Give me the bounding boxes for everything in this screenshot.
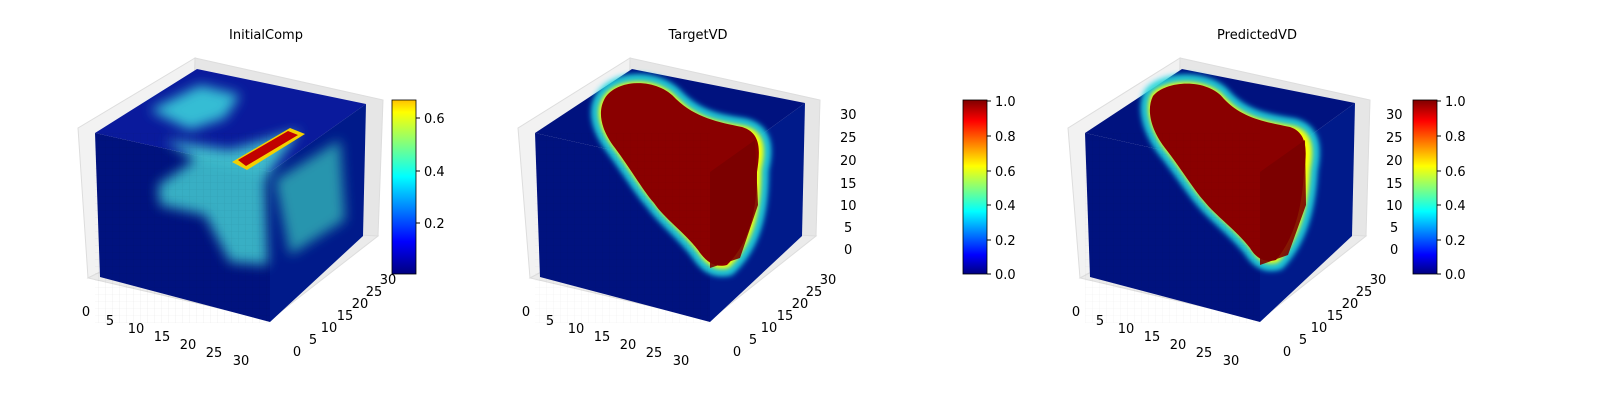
x-tick: 15 bbox=[154, 330, 171, 345]
x-tick: 10 bbox=[128, 322, 145, 337]
voxel-grid-front bbox=[535, 133, 710, 323]
z-tick: 20 bbox=[840, 154, 857, 169]
z-tick: 5 bbox=[844, 221, 852, 236]
x-tick-labels: 0 5 10 15 20 25 30 bbox=[82, 305, 249, 369]
z-tick: 15 bbox=[840, 177, 857, 192]
y-tick: 5 bbox=[1299, 333, 1307, 348]
z-tick: 25 bbox=[1386, 131, 1403, 146]
x-tick: 20 bbox=[180, 338, 197, 353]
y-tick: 15 bbox=[777, 309, 794, 324]
y-tick: 0 bbox=[293, 345, 301, 360]
colorbar-tick: 0.6 bbox=[995, 165, 1016, 180]
colorbar-tick: 0.2 bbox=[1445, 234, 1466, 249]
x-tick: 5 bbox=[546, 314, 554, 329]
y-tick: 15 bbox=[1327, 309, 1344, 324]
colorbar-tick: 0.2 bbox=[995, 234, 1016, 249]
y-tick: 10 bbox=[321, 321, 338, 336]
panel-title: PredictedVD bbox=[1217, 28, 1297, 43]
z-tick: 10 bbox=[840, 199, 857, 214]
z-tick: 5 bbox=[1390, 221, 1398, 236]
colorbar-tick: 0.6 bbox=[1445, 165, 1466, 180]
x-tick: 0 bbox=[1072, 305, 1080, 320]
x-tick: 30 bbox=[673, 354, 690, 369]
y-tick: 25 bbox=[806, 285, 823, 300]
colorbar-tick: 0.8 bbox=[995, 130, 1016, 145]
colorbar-gradient bbox=[391, 99, 417, 275]
x-tick: 5 bbox=[1096, 314, 1104, 329]
z-tick: 15 bbox=[1386, 177, 1403, 192]
y-tick: 30 bbox=[1370, 273, 1387, 288]
panel-title: InitialComp bbox=[229, 28, 303, 43]
y-tick-labels: 0 5 10 15 20 25 30 bbox=[1283, 273, 1386, 360]
x-tick: 25 bbox=[646, 346, 663, 361]
x-tick: 30 bbox=[1223, 354, 1240, 369]
y-tick: 25 bbox=[1356, 285, 1373, 300]
colorbar-tick: 1.0 bbox=[995, 95, 1016, 110]
voxel-cube bbox=[1085, 69, 1355, 323]
y-tick: 20 bbox=[1342, 297, 1359, 312]
y-tick: 30 bbox=[820, 273, 837, 288]
y-tick-labels: 0 5 10 15 20 25 30 bbox=[733, 273, 836, 360]
y-tick: 20 bbox=[352, 297, 369, 312]
y-tick: 20 bbox=[792, 297, 809, 312]
colorbar-predictedvd: 1.0 0.8 0.6 0.4 0.2 0.0 bbox=[1412, 95, 1466, 283]
y-tick: 10 bbox=[1311, 321, 1328, 336]
panel-title: TargetVD bbox=[667, 28, 727, 43]
colorbar-tick: 0.4 bbox=[995, 199, 1016, 214]
z-tick-labels: 30 25 20 15 10 5 0 bbox=[1386, 108, 1403, 258]
panel-predictedvd: PredictedVD 0 5 10 15 20 25 30 bbox=[1067, 28, 1466, 369]
x-tick: 25 bbox=[1196, 346, 1213, 361]
colorbar-tick: 0.6 bbox=[424, 112, 445, 127]
x-tick: 10 bbox=[1118, 322, 1135, 337]
y-tick: 0 bbox=[1283, 345, 1291, 360]
panel-initialcomp: InitialComp bbox=[77, 28, 445, 369]
z-tick: 0 bbox=[1390, 243, 1398, 258]
x-tick: 15 bbox=[1144, 330, 1161, 345]
y-tick: 5 bbox=[309, 333, 317, 348]
z-tick: 30 bbox=[1386, 108, 1403, 123]
x-tick: 10 bbox=[568, 322, 585, 337]
colorbar-tick: 0.2 bbox=[424, 217, 445, 232]
hot-bar bbox=[232, 128, 305, 170]
y-tick: 30 bbox=[380, 273, 397, 288]
y-tick: 25 bbox=[366, 285, 383, 300]
colorbar-targetvd: 1.0 0.8 0.6 0.4 0.2 0.0 bbox=[962, 95, 1016, 283]
x-tick: 20 bbox=[620, 338, 637, 353]
voxel-grid-front bbox=[1085, 133, 1260, 323]
colorbar-tick: 1.0 bbox=[1445, 95, 1466, 110]
z-tick: 10 bbox=[1386, 199, 1403, 214]
y-tick: 5 bbox=[749, 333, 757, 348]
colorbar-tick: 0.4 bbox=[424, 165, 445, 180]
z-tick-labels: 30 25 20 15 10 5 0 bbox=[840, 108, 857, 258]
z-tick: 0 bbox=[844, 243, 852, 258]
colorbar-tick: 0.4 bbox=[1445, 199, 1466, 214]
colorbar-tick: 0.0 bbox=[1445, 268, 1466, 283]
x-tick: 15 bbox=[594, 330, 611, 345]
x-tick: 0 bbox=[522, 305, 530, 320]
x-tick-labels: 0 5 10 15 20 25 30 bbox=[522, 305, 689, 369]
x-tick-labels: 0 5 10 15 20 25 30 bbox=[1072, 305, 1239, 369]
y-tick: 15 bbox=[337, 309, 354, 324]
y-tick-labels: 0 5 10 15 20 25 30 bbox=[293, 273, 396, 360]
y-tick: 10 bbox=[761, 321, 778, 336]
colorbar-gradient bbox=[1412, 99, 1438, 275]
colorbar-gradient bbox=[962, 99, 988, 275]
x-tick: 0 bbox=[82, 305, 90, 320]
x-tick: 20 bbox=[1170, 338, 1187, 353]
panel-targetvd: TargetVD 0 5 10 15 20 25 30 bbox=[517, 28, 1016, 369]
z-tick: 30 bbox=[840, 108, 857, 123]
z-tick: 20 bbox=[1386, 154, 1403, 169]
x-tick: 5 bbox=[106, 314, 114, 329]
voxel-cube bbox=[535, 69, 805, 323]
x-tick: 30 bbox=[233, 354, 250, 369]
colorbar-initialcomp: 0.6 0.4 0.2 bbox=[391, 99, 445, 275]
voxel-cube bbox=[95, 69, 366, 323]
colorbar-tick: 0.0 bbox=[995, 268, 1016, 283]
z-tick: 25 bbox=[840, 131, 857, 146]
y-tick: 0 bbox=[733, 345, 741, 360]
colorbar-tick: 0.8 bbox=[1445, 130, 1466, 145]
x-tick: 25 bbox=[206, 346, 223, 361]
